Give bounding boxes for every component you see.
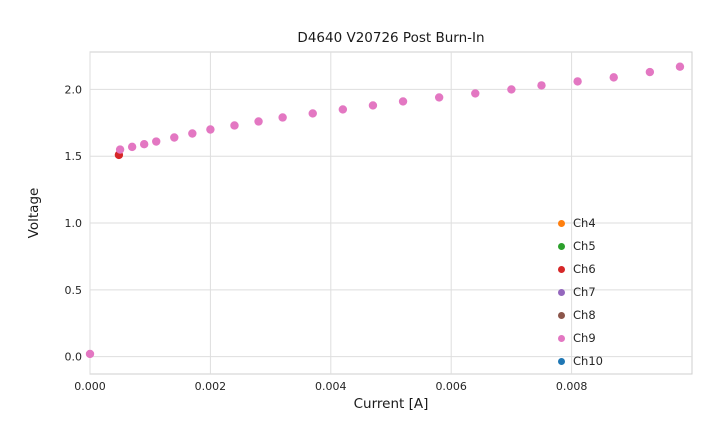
legend-label: Ch7 <box>573 284 596 299</box>
legend-marker-icon <box>558 312 565 319</box>
x-tick-label: 0.002 <box>195 380 227 393</box>
x-tick-label: 0.006 <box>435 380 467 393</box>
legend-entry-ch6: Ch6 <box>558 258 603 281</box>
data-point-ch9 <box>152 137 161 146</box>
data-point-ch9 <box>206 125 215 134</box>
y-tick-label: 0.0 <box>65 351 83 364</box>
legend-marker-icon <box>558 266 565 273</box>
data-point-ch9 <box>434 93 444 102</box>
data-point-ch9 <box>139 139 149 149</box>
data-point-ch9 <box>308 109 317 118</box>
legend-marker-icon <box>558 289 565 296</box>
data-point-ch9 <box>609 73 618 82</box>
chart-title: D4640 V20726 Post Burn-In <box>297 30 485 46</box>
legend-marker-icon <box>558 243 565 250</box>
data-point-ch9 <box>471 89 480 98</box>
x-tick-label: 0.008 <box>556 380 588 393</box>
legend-label: Ch5 <box>573 238 596 253</box>
legend-label: Ch6 <box>573 261 596 276</box>
legend-label: Ch4 <box>573 215 596 230</box>
legend-marker-icon <box>558 358 565 365</box>
x-axis-label: Current [A] <box>353 396 429 412</box>
x-tick-label: 0.000 <box>74 380 106 393</box>
data-point-ch9 <box>368 101 378 110</box>
y-tick-label: 0.5 <box>65 284 83 297</box>
legend-entry-ch4: Ch4 <box>558 212 603 235</box>
data-point-ch9 <box>278 113 287 122</box>
data-point-ch9 <box>127 142 137 152</box>
data-point-ch9 <box>507 85 516 94</box>
y-axis-label: Voltage <box>26 188 42 239</box>
data-point-ch9 <box>398 97 408 106</box>
legend-entry-ch7: Ch7 <box>558 281 603 304</box>
data-point-ch9 <box>675 62 685 71</box>
data-point-ch9 <box>645 67 655 77</box>
legend-entry-ch8: Ch8 <box>558 304 603 327</box>
legend-marker-icon <box>558 335 565 342</box>
data-point-ch9 <box>537 81 546 90</box>
legend-marker-icon <box>558 220 565 227</box>
data-point-ch9 <box>573 77 582 86</box>
data-point-ch9 <box>170 133 179 142</box>
legend: Ch4 Ch5 Ch6 Ch7 Ch8 Ch9 Ch10 <box>558 212 603 373</box>
data-point-ch9 <box>115 145 125 154</box>
data-point-ch9 <box>254 117 263 126</box>
data-point-ch9 <box>338 105 348 114</box>
y-tick-label: 1.5 <box>65 150 83 163</box>
legend-label: Ch8 <box>573 307 596 322</box>
x-tick-label: 0.004 <box>315 380 347 393</box>
legend-label: Ch10 <box>573 353 603 368</box>
y-tick-label: 1.0 <box>65 217 83 230</box>
data-point-ch9 <box>85 349 95 359</box>
legend-entry-ch5: Ch5 <box>558 235 603 258</box>
data-point-ch9 <box>230 121 239 130</box>
legend-entry-ch10: Ch10 <box>558 350 603 373</box>
plot-background <box>89 51 693 375</box>
data-point-ch9 <box>188 129 197 138</box>
legend-entry-ch9: Ch9 <box>558 327 603 350</box>
legend-label: Ch9 <box>573 330 596 345</box>
y-tick-label: 2.0 <box>65 83 83 96</box>
